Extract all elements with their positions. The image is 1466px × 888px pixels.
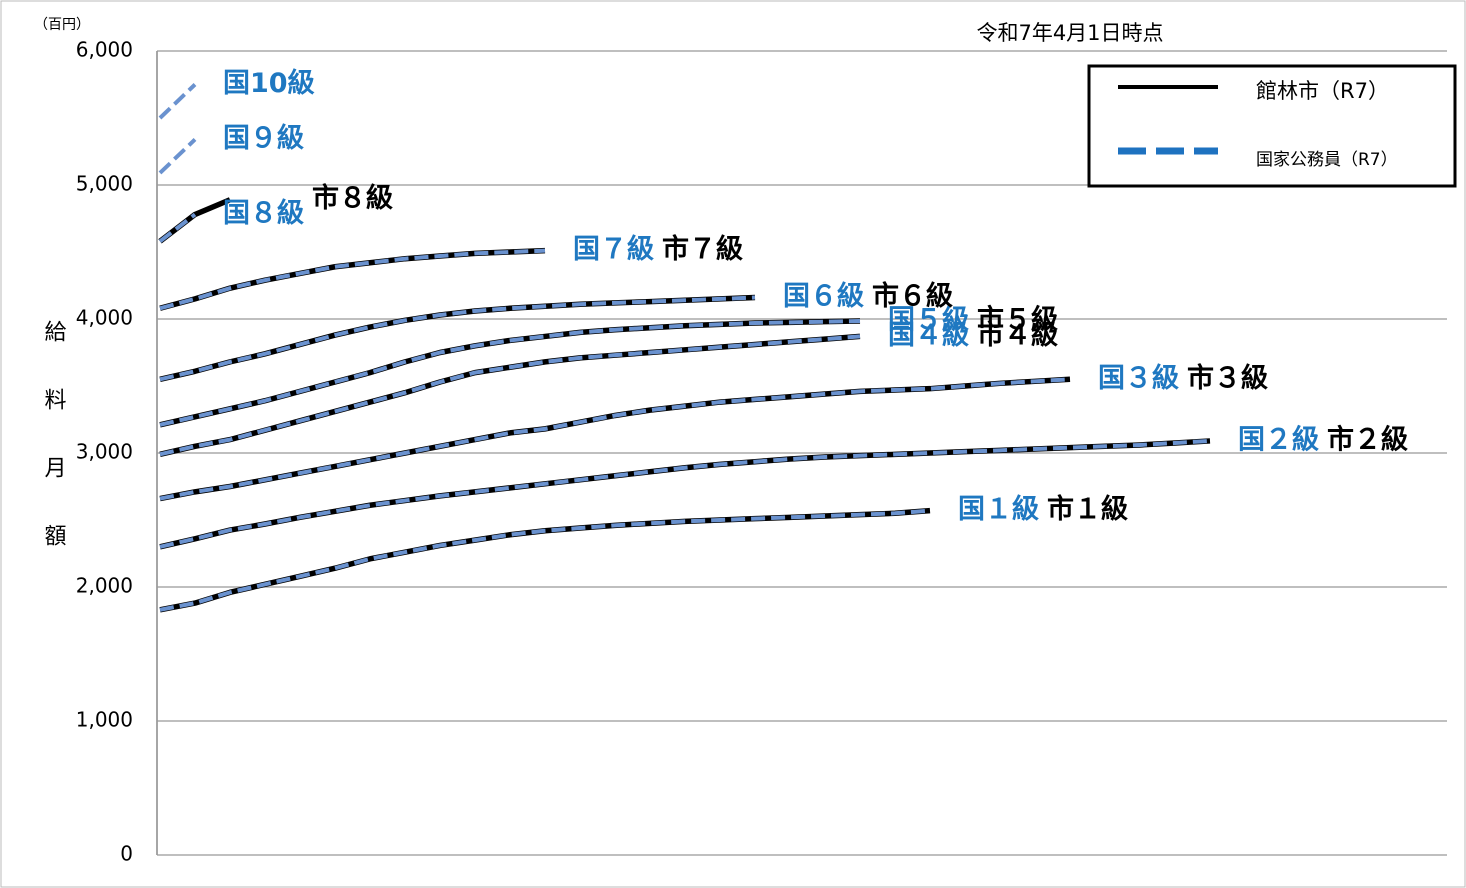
date-note: 令和7年4月1日時点	[976, 21, 1163, 45]
unit-label: （百円）	[34, 17, 90, 33]
y-tick-label: 0	[120, 842, 133, 866]
national-line	[159, 377, 1071, 501]
lines	[158, 83, 1211, 613]
y-tick-label: 4,000	[76, 306, 133, 330]
series-label: 市７級	[662, 233, 743, 265]
series-label: 国５級	[888, 304, 969, 336]
national-line	[158, 137, 197, 175]
y-tick-label: 1,000	[76, 708, 133, 732]
series-label: 国３級	[1098, 362, 1179, 394]
y-axis-label: 給料月額	[41, 320, 67, 592]
national-line	[158, 83, 197, 120]
national-line	[159, 295, 756, 382]
legend-label: 国家公務員（R7）	[1256, 150, 1398, 170]
series-label: 市５級	[977, 304, 1058, 336]
series-label: 国10級	[223, 67, 315, 99]
series-label: 市１級	[1047, 493, 1128, 525]
y-tick-label: 3,000	[76, 440, 133, 464]
series-label: 国２級	[1238, 423, 1319, 455]
series-label: 国１級	[958, 493, 1039, 525]
series-label: 市２級	[1327, 423, 1408, 455]
series-label: 市４級	[977, 319, 1058, 351]
national-line	[159, 319, 861, 427]
y-tick-label: 5,000	[76, 172, 133, 196]
series-label: 国７級	[573, 233, 654, 265]
series-label: 市８級	[312, 182, 393, 214]
y-tick-label: 6,000	[76, 38, 133, 62]
series-label: 国８級	[223, 197, 304, 229]
national-line	[159, 438, 1211, 549]
legend: 館林市（R7） 国家公務員（R7）	[1087, 64, 1457, 188]
y-tick-label: 2,000	[76, 574, 133, 598]
national-line	[159, 508, 931, 612]
series-label: 市３級	[1187, 362, 1268, 394]
national-line	[159, 334, 861, 457]
grid: 0 1,000 2,000 3,000 4,000 5,000 6,000	[76, 38, 1447, 866]
national-line	[158, 212, 197, 243]
national-line	[159, 248, 546, 311]
series-label: 国４級	[888, 319, 969, 351]
series-label: 国９級	[223, 122, 304, 154]
legend-label: 館林市（R7）	[1256, 79, 1389, 103]
series-label: 国６級	[783, 280, 864, 312]
series-label: 市６級	[872, 280, 953, 312]
